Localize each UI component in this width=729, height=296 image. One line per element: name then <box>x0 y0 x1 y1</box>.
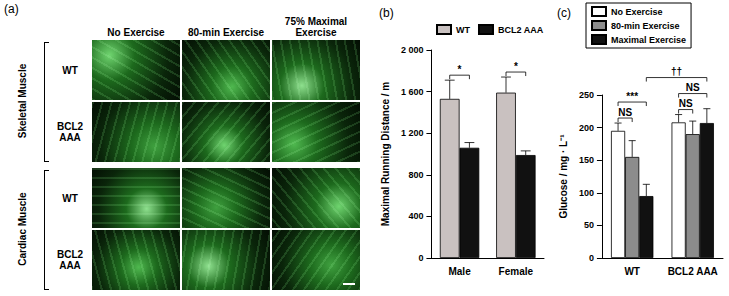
html-text:Cardiac Muscle: Cardiac Muscle <box>16 192 28 266</box>
svg-text:150: 150 <box>579 155 594 165</box>
svg-text:NS: NS <box>679 98 693 109</box>
html-text:No Exercise: No Exercise <box>107 27 165 38</box>
svg-text:250: 250 <box>579 90 594 100</box>
svg-text:Maximal Running Distance / m: Maximal Running Distance / m <box>380 82 391 227</box>
svg-text:2 000: 2 000 <box>401 45 424 55</box>
svg-text:*: * <box>514 61 518 72</box>
svg-text:0: 0 <box>589 253 594 263</box>
svg-text:200: 200 <box>579 123 594 133</box>
svg-text:*: * <box>458 64 462 75</box>
svg-text:(c): (c) <box>557 6 571 20</box>
svg-text:(b): (b) <box>379 6 394 20</box>
html-text:BCL2 AAA: BCL2 AAA <box>56 121 84 143</box>
svg-text:Male: Male <box>448 266 471 277</box>
html-text:Skeletal Muscle: Skeletal Muscle <box>16 63 28 139</box>
svg-text:1 600: 1 600 <box>401 87 424 97</box>
html-text:BCL2 AAA: BCL2 AAA <box>56 249 84 271</box>
svg-text:800: 800 <box>408 170 423 180</box>
svg-text:No Exercise: No Exercise <box>611 7 663 17</box>
svg-text:NS: NS <box>618 107 632 118</box>
html-text:WT: WT <box>62 192 78 204</box>
svg-text:WT: WT <box>456 25 470 35</box>
svg-text:NS: NS <box>686 82 700 93</box>
svg-text:BCL2 AAA: BCL2 AAA <box>668 266 718 277</box>
svg-text:WT: WT <box>624 266 640 277</box>
html-text:(a): (a) <box>4 2 19 16</box>
svg-text:***: *** <box>626 91 638 102</box>
html-text:WT: WT <box>62 64 78 76</box>
svg-text:400: 400 <box>408 211 423 221</box>
svg-text:BCL2 AAA: BCL2 AAA <box>498 25 544 35</box>
svg-text:1 200: 1 200 <box>401 128 424 138</box>
svg-text:0: 0 <box>418 253 423 263</box>
svg-text:Maximal Exercise: Maximal Exercise <box>611 35 686 45</box>
svg-text:Female: Female <box>499 266 534 277</box>
svg-text:††: †† <box>671 66 682 77</box>
svg-text:80-min Exercise: 80-min Exercise <box>611 21 680 31</box>
html-text:80-min Exercise: 80-min Exercise <box>187 27 265 38</box>
svg-text:100: 100 <box>579 188 594 198</box>
svg-text:50: 50 <box>584 220 594 230</box>
html-text:75% Maximal Exercise: 75% Maximal Exercise <box>284 16 348 38</box>
svg-text:Glucose / mg · L⁻¹: Glucose / mg · L⁻¹ <box>558 134 569 219</box>
